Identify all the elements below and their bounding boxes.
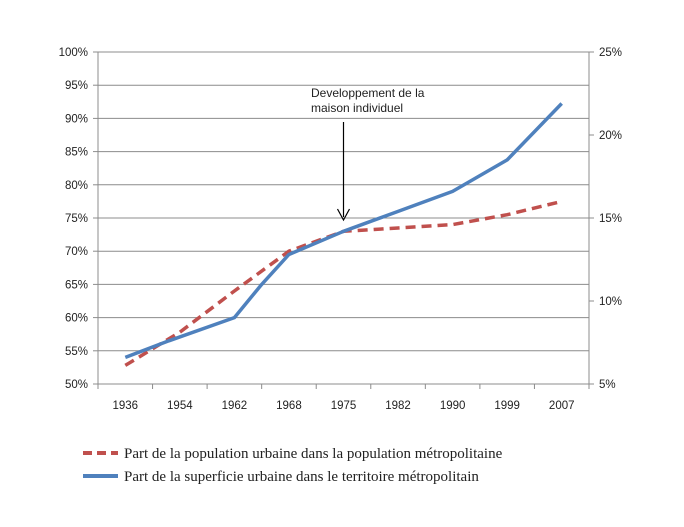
left-tick-label: 55% <box>65 346 88 358</box>
x-tick-label: 1968 <box>276 400 302 412</box>
left-tick-label: 95% <box>65 80 88 92</box>
x-tick-label: 1990 <box>440 400 466 412</box>
right-tick-label: 20% <box>599 130 622 142</box>
x-axis-ticks: 1936 1954 1962 1968 1975 1982 1990 1999 2007 <box>97 384 590 412</box>
series-layer <box>124 102 563 367</box>
right-tick-label: 25% <box>599 47 622 59</box>
left-tick-label: 65% <box>65 279 88 291</box>
right-axis-ticks: 5% 10% 15% 20% 25% <box>589 47 622 391</box>
x-tick-label: 1936 <box>112 400 138 412</box>
left-tick-label: 70% <box>65 246 88 258</box>
legend-label-superficie: Part de la superficie urbaine dans le te… <box>124 469 479 485</box>
left-tick-label: 80% <box>65 180 88 192</box>
x-tick-label: 1962 <box>222 400 248 412</box>
x-tick-label: 1954 <box>167 400 193 412</box>
series-line-superficie <box>124 102 563 360</box>
left-tick-label: 50% <box>65 379 88 391</box>
left-axis-ticks: 50% 55% 60% 65% 70% 75% 80% 85% 90% 95% 100% <box>59 47 98 391</box>
right-tick-label: 5% <box>599 379 616 391</box>
legend: Part de la population urbaine dans la po… <box>83 446 503 485</box>
left-tick-label: 60% <box>65 313 88 325</box>
x-tick-label: 1982 <box>385 400 411 412</box>
x-tick-label: 1975 <box>331 400 357 412</box>
left-tick-label: 75% <box>65 213 88 225</box>
x-tick-label: 1999 <box>494 400 520 412</box>
left-tick-label: 90% <box>65 113 88 125</box>
left-tick-label: 85% <box>65 147 88 159</box>
right-tick-label: 15% <box>599 213 622 225</box>
left-tick-label: 100% <box>59 47 88 59</box>
annotation-line-1: Developpement de la <box>311 86 425 100</box>
annotation: Developpement de la maison individuel <box>311 86 425 222</box>
series-line-population <box>124 199 563 367</box>
legend-label-population: Part de la population urbaine dans la po… <box>124 446 503 462</box>
annotation-line-2: maison individuel <box>311 101 403 115</box>
annotation-arrowhead <box>336 208 351 222</box>
right-tick-label: 10% <box>599 296 622 308</box>
x-tick-label: 2007 <box>549 400 575 412</box>
